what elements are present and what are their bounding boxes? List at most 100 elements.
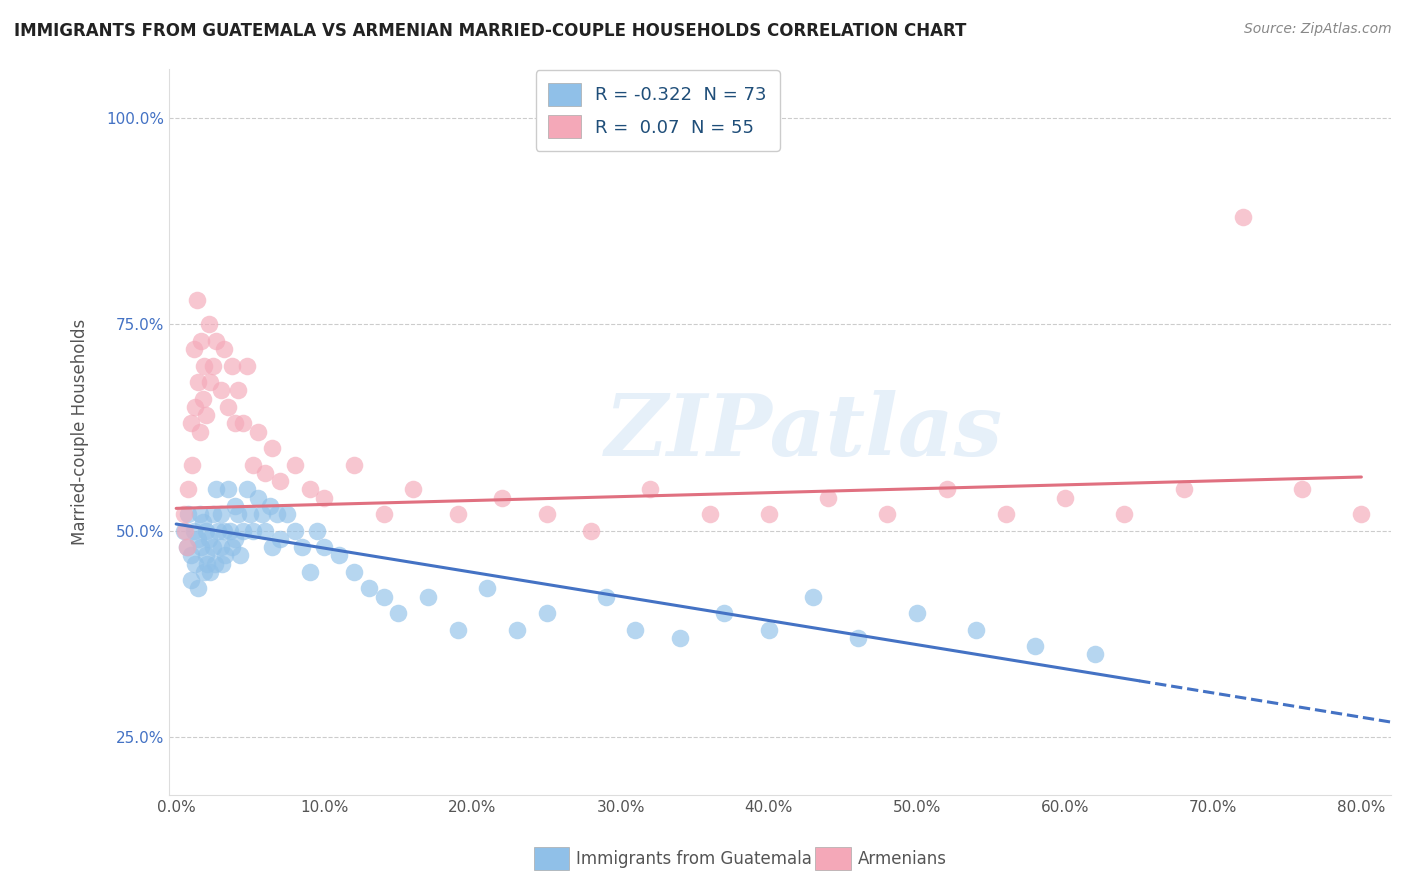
Point [491, 491, 513, 505]
Point [212, 342, 235, 356]
Point [218, 524, 240, 538]
Point [176, 540, 198, 554]
Point [205, 483, 228, 497]
Point [669, 631, 692, 645]
Point [373, 590, 395, 604]
Point [173, 507, 195, 521]
Point [194, 408, 217, 422]
Point [387, 606, 409, 620]
Point [1173, 483, 1195, 497]
Point [447, 507, 470, 521]
Point [314, 540, 336, 554]
Point [477, 582, 499, 596]
Point [846, 631, 869, 645]
Point [276, 507, 298, 521]
Point [193, 359, 215, 373]
Point [328, 549, 350, 563]
Point [536, 606, 558, 620]
Point [180, 573, 202, 587]
Text: Immigrants from Guatemala: Immigrants from Guatemala [576, 850, 813, 868]
Point [197, 532, 219, 546]
Point [758, 507, 780, 521]
Point [269, 532, 291, 546]
Point [195, 557, 218, 571]
Point [177, 483, 200, 497]
Point [236, 483, 259, 497]
Point [1350, 507, 1372, 521]
Point [190, 334, 212, 348]
Point [188, 425, 211, 439]
Point [181, 458, 204, 472]
Point [250, 507, 273, 521]
Point [284, 458, 307, 472]
Point [183, 524, 205, 538]
Point [284, 524, 307, 538]
Point [221, 359, 243, 373]
Point [994, 507, 1017, 521]
Point [209, 540, 232, 554]
Point [232, 524, 254, 538]
Point [246, 491, 269, 505]
Point [447, 623, 470, 637]
Point [699, 507, 721, 521]
Point [232, 417, 254, 431]
Point [298, 483, 321, 497]
Point [801, 590, 824, 604]
Point [202, 359, 225, 373]
Point [402, 483, 425, 497]
Point [259, 499, 281, 513]
Point [200, 565, 222, 579]
Point [194, 524, 217, 538]
Point [595, 590, 617, 604]
Point [298, 565, 321, 579]
Point [229, 549, 252, 563]
Point [221, 540, 243, 554]
Point [209, 507, 232, 521]
Point [262, 441, 284, 455]
Point [357, 582, 380, 596]
Point [209, 384, 232, 398]
Point [191, 392, 214, 406]
Point [1232, 210, 1254, 224]
Point [343, 565, 366, 579]
Point [1114, 507, 1136, 521]
Point [180, 549, 202, 563]
Point [242, 524, 264, 538]
Point [1084, 648, 1107, 662]
Point [194, 549, 217, 563]
Y-axis label: Married-couple Households: Married-couple Households [72, 318, 89, 545]
Point [506, 623, 529, 637]
Point [214, 549, 236, 563]
Point [197, 318, 219, 332]
Point [205, 334, 228, 348]
Point [187, 582, 209, 596]
Point [246, 425, 269, 439]
Point [935, 483, 957, 497]
Point [224, 499, 246, 513]
Point [291, 540, 314, 554]
Point [638, 483, 661, 497]
Point [174, 524, 197, 538]
Point [305, 524, 328, 538]
Point [269, 474, 291, 488]
Text: Source: ZipAtlas.com: Source: ZipAtlas.com [1244, 22, 1392, 37]
Point [1291, 483, 1313, 497]
Point [207, 524, 229, 538]
Point [212, 524, 235, 538]
Point [204, 557, 226, 571]
Point [187, 375, 209, 389]
Point [202, 507, 225, 521]
Point [758, 623, 780, 637]
Point [965, 623, 987, 637]
Text: Armenians: Armenians [858, 850, 946, 868]
Point [228, 507, 250, 521]
Point [254, 466, 277, 480]
Point [184, 400, 207, 414]
Point [191, 516, 214, 530]
Point [579, 524, 602, 538]
Point [1024, 639, 1046, 653]
Point [217, 400, 239, 414]
Point [202, 540, 225, 554]
Point [817, 491, 839, 505]
Point [242, 458, 264, 472]
